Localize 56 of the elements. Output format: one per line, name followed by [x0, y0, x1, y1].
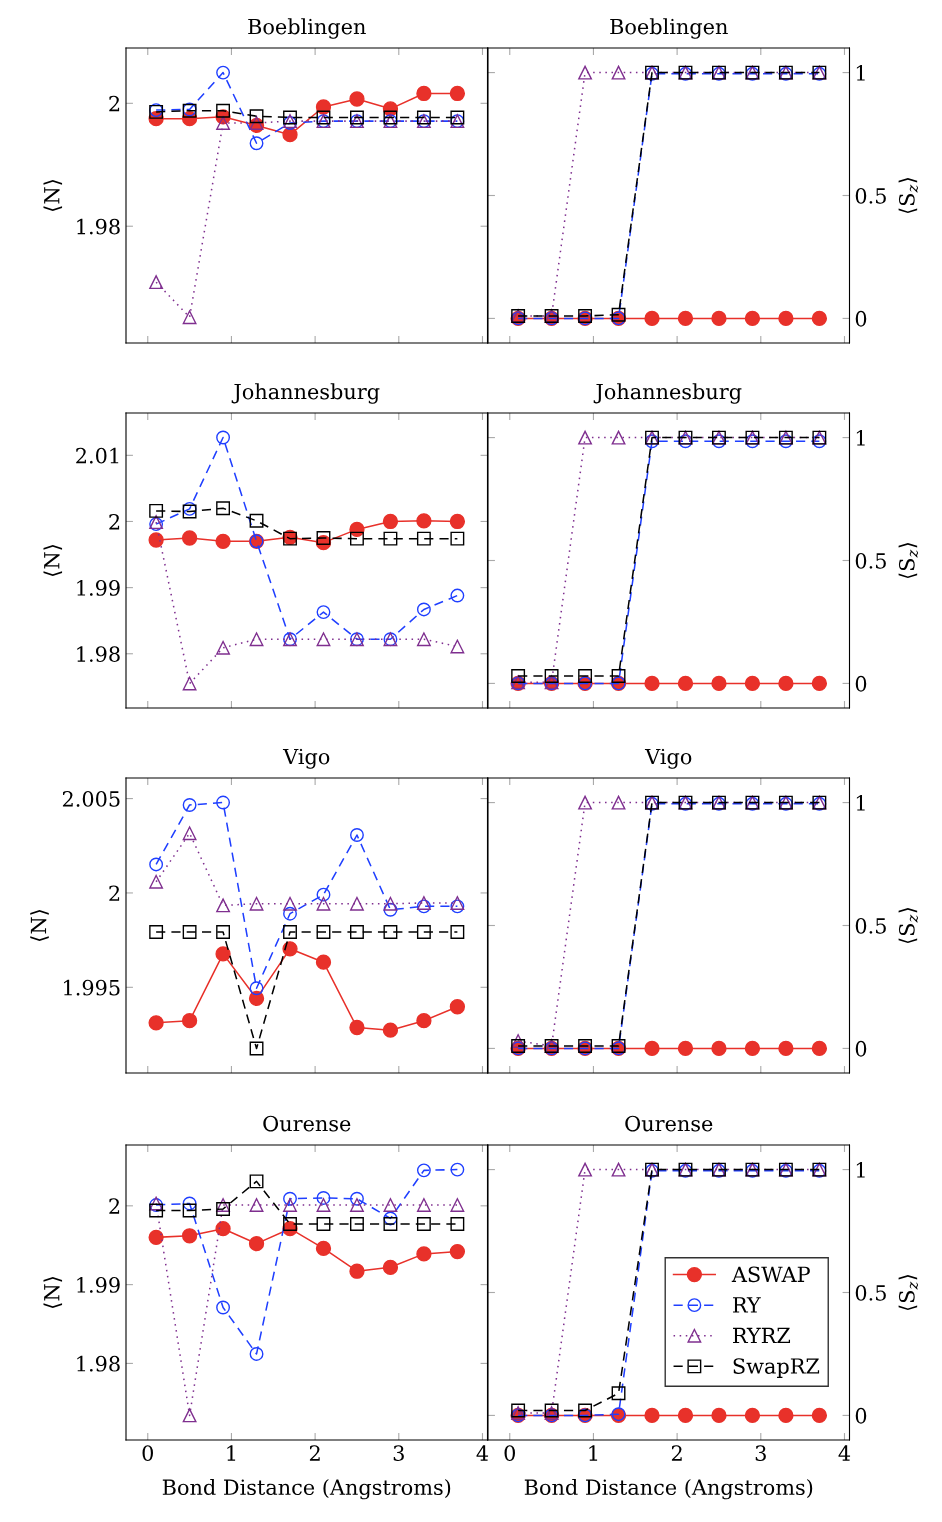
- y2-tick-label: 0.5: [855, 552, 886, 569]
- x-tick-label: 4: [838, 1445, 851, 1461]
- y2-axis-title: ⟨S$_{z}$⟩: [898, 1274, 919, 1311]
- y2-tick-label: 0: [855, 1040, 867, 1057]
- y-axis-title: ⟨N⟩: [43, 180, 63, 211]
- y-tick-label: 1.99: [77, 580, 120, 596]
- chart-title: Ourense: [263, 1115, 351, 1132]
- y-tick-label: 2.005: [62, 791, 120, 807]
- y-tick-label: 1.98: [77, 646, 120, 662]
- y-tick-label: 2.01: [76, 447, 119, 464]
- x-tick-label: 1: [227, 1445, 236, 1461]
- x-tick-label: 0: [142, 1445, 153, 1461]
- y-tick-label: 2: [109, 885, 120, 901]
- legend-label: RYRZ: [733, 1327, 791, 1344]
- y2-tick-label: 0.5: [855, 917, 886, 934]
- y2-tick-label: 0.5: [855, 1284, 886, 1301]
- y-tick-label: 2: [109, 1198, 120, 1214]
- y-tick-label: 1.995: [64, 979, 120, 996]
- x-tick-label: 3: [755, 1445, 766, 1461]
- y2-tick-label: 1: [856, 795, 865, 811]
- chart-title: Ourense: [625, 1115, 713, 1132]
- y-axis-title: ⟨N⟩: [30, 910, 49, 941]
- y2-tick-label: 1: [856, 1162, 865, 1178]
- x-tick-label: 4: [476, 1445, 489, 1461]
- y-tick-label: 1.98: [77, 1355, 120, 1372]
- x-axis-title: Bond Distance (Angstroms): [162, 1478, 451, 1500]
- chart-title: Johannesburg: [231, 383, 380, 404]
- y-axis-title: ⟨N⟩: [43, 545, 63, 576]
- y-axis-title: ⟨N⟩: [43, 1277, 63, 1308]
- y2-tick-label: 0: [855, 675, 867, 692]
- x-tick-label: 1: [589, 1445, 598, 1461]
- x-tick-label: 2: [309, 1445, 320, 1461]
- x-tick-label: 3: [393, 1445, 404, 1461]
- chart-title: Vigo: [282, 748, 330, 769]
- y2-axis-title: ⟨S$_{z}$⟩: [898, 542, 919, 579]
- chart-title: Boeblingen: [610, 18, 728, 39]
- y-tick-label: 1.98: [77, 218, 120, 235]
- x-tick-label: 2: [671, 1445, 682, 1461]
- y2-tick-label: 1: [856, 430, 865, 446]
- x-axis-title: Bond Distance (Angstroms): [524, 1478, 813, 1500]
- y2-tick-label: 1: [856, 65, 865, 81]
- chart-title: Johannesburg: [593, 383, 742, 404]
- y2-tick-label: 0: [855, 1407, 867, 1424]
- y-tick-label: 2: [109, 513, 120, 530]
- x-tick-label: 0: [504, 1445, 515, 1461]
- y2-tick-label: 0.5: [855, 187, 886, 204]
- y-tick-label: 1.99: [77, 1277, 120, 1293]
- legend-label: ASWAP: [731, 1266, 810, 1283]
- y2-axis-title: ⟨S$_{z}$⟩: [898, 177, 919, 214]
- chart-title: Boeblingen: [248, 18, 366, 39]
- y2-tick-label: 0: [855, 310, 867, 327]
- y-tick-label: 2: [109, 95, 120, 112]
- legend-label: SwapRZ: [733, 1358, 820, 1378]
- chart-title: Vigo: [644, 748, 692, 769]
- y2-axis-title: ⟨S$_{z}$⟩: [898, 907, 919, 944]
- legend-label: RY: [733, 1297, 761, 1313]
